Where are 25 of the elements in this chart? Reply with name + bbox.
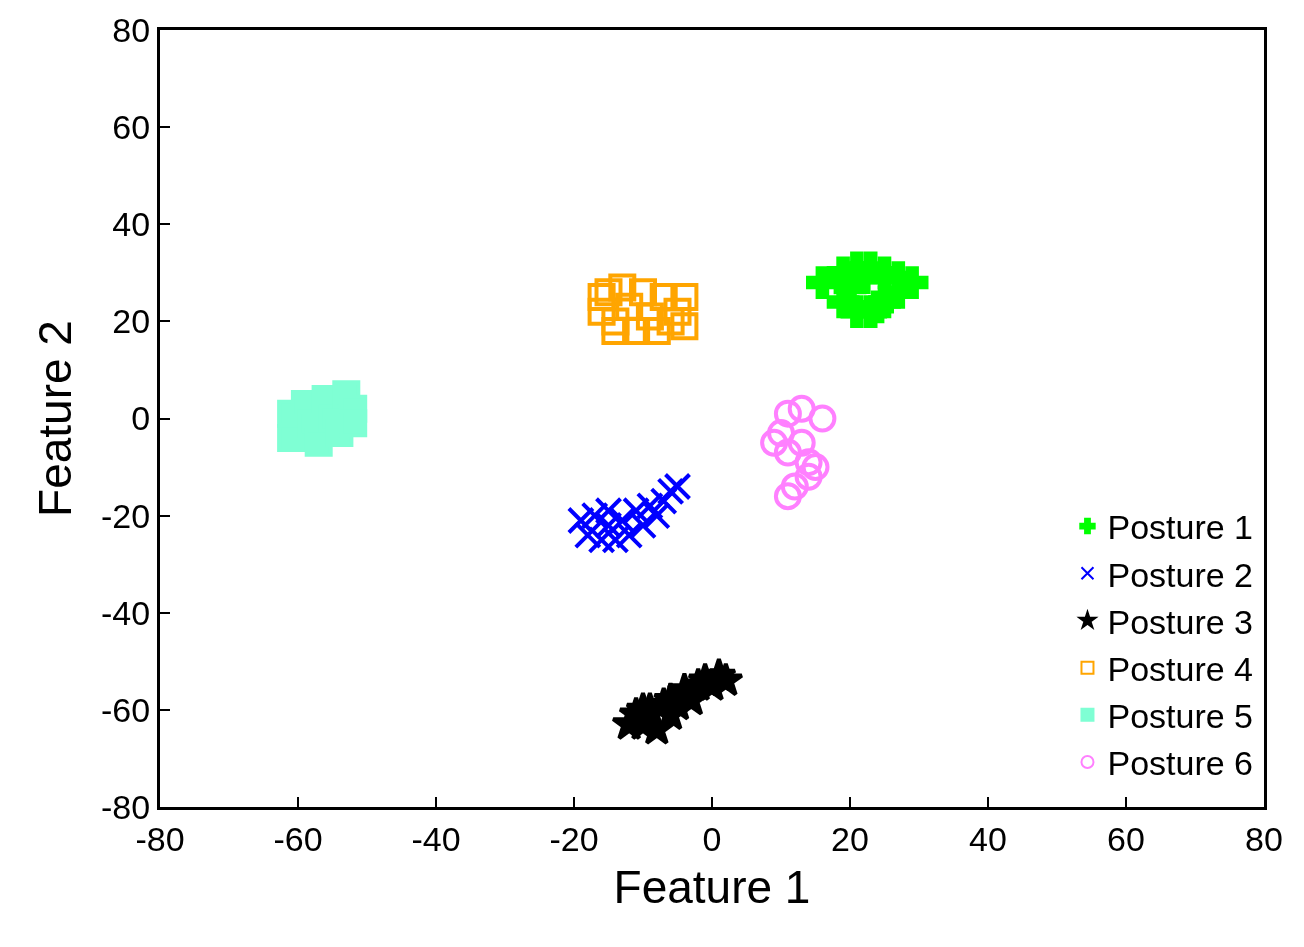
y-tick-label: 0 (131, 399, 151, 438)
x-tick-label: 80 (1245, 819, 1283, 858)
x-tick-label: 60 (1107, 819, 1145, 858)
x-tick-label: 40 (969, 819, 1007, 858)
legend-label: Posture 4 (1107, 649, 1254, 688)
y-tick-label: 20 (112, 302, 151, 341)
x-tick-label: -20 (549, 819, 599, 858)
legend-label: Posture 3 (1107, 602, 1254, 641)
x-tick-label: -60 (273, 819, 323, 858)
y-tick-label: -20 (101, 496, 151, 535)
x-axis-title: Feature 1 (613, 861, 811, 914)
y-axis-title: Feature 2 (29, 320, 82, 517)
legend-label: Posture 1 (1107, 508, 1254, 547)
y-tick-label: 60 (112, 108, 151, 147)
y-tick-label: -60 (101, 690, 151, 729)
y-tick-label: 40 (112, 205, 151, 244)
legend-label: Posture 2 (1107, 555, 1254, 594)
legend-label: Posture 5 (1107, 697, 1254, 736)
x-tick-label: 0 (702, 819, 722, 858)
x-tick-label: -40 (411, 819, 461, 858)
y-tick-label: -40 (101, 593, 151, 632)
y-tick-label: 80 (112, 10, 151, 49)
x-tick-label: 20 (831, 819, 869, 858)
y-tick-label: -80 (101, 787, 151, 826)
legend-label: Posture 6 (1107, 744, 1254, 783)
